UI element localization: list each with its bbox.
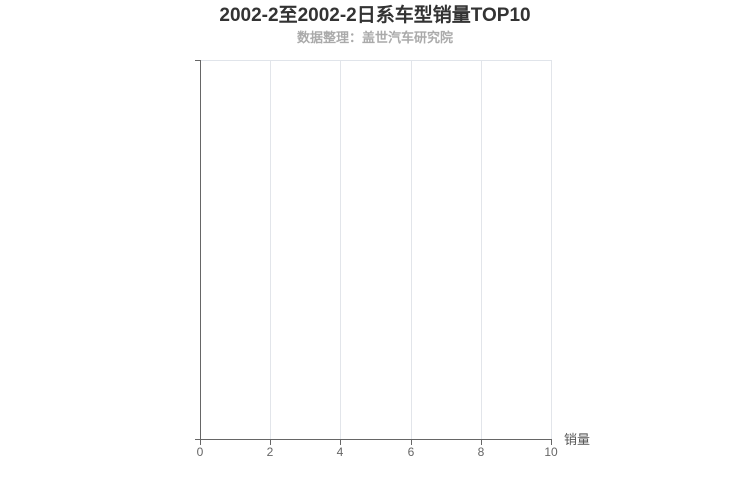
y-axis-tick <box>195 60 200 61</box>
x-axis-tick <box>481 440 482 445</box>
gridline <box>551 61 552 439</box>
x-axis-title: 销量 <box>564 432 591 447</box>
plot-area <box>200 60 551 439</box>
gridline <box>411 61 412 439</box>
chart-subtitle: 数据整理：盖世汽车研究院 <box>296 30 453 45</box>
x-axis-tick-label: 2 <box>266 445 274 459</box>
plot-top-border <box>200 60 552 61</box>
gridline <box>270 61 271 439</box>
x-axis-line <box>200 439 552 440</box>
x-axis-tick <box>340 440 341 445</box>
y-axis-tick <box>195 439 200 440</box>
x-axis-tick-label: 4 <box>336 445 344 459</box>
y-axis-line <box>200 60 201 440</box>
chart-title: 2002-2至2002-2日系车型销量TOP10 <box>219 5 531 26</box>
x-axis-tick-label: 0 <box>196 445 204 459</box>
x-axis-tick-label: 10 <box>544 445 558 459</box>
x-axis-tick <box>551 440 552 445</box>
x-axis-tick-label: 6 <box>407 445 415 459</box>
x-axis-tick <box>270 440 271 445</box>
x-axis-tick-label: 8 <box>477 445 485 459</box>
gridline <box>340 61 341 439</box>
x-axis-tick <box>411 440 412 445</box>
x-axis-tick <box>200 440 201 445</box>
gridline <box>481 61 482 439</box>
